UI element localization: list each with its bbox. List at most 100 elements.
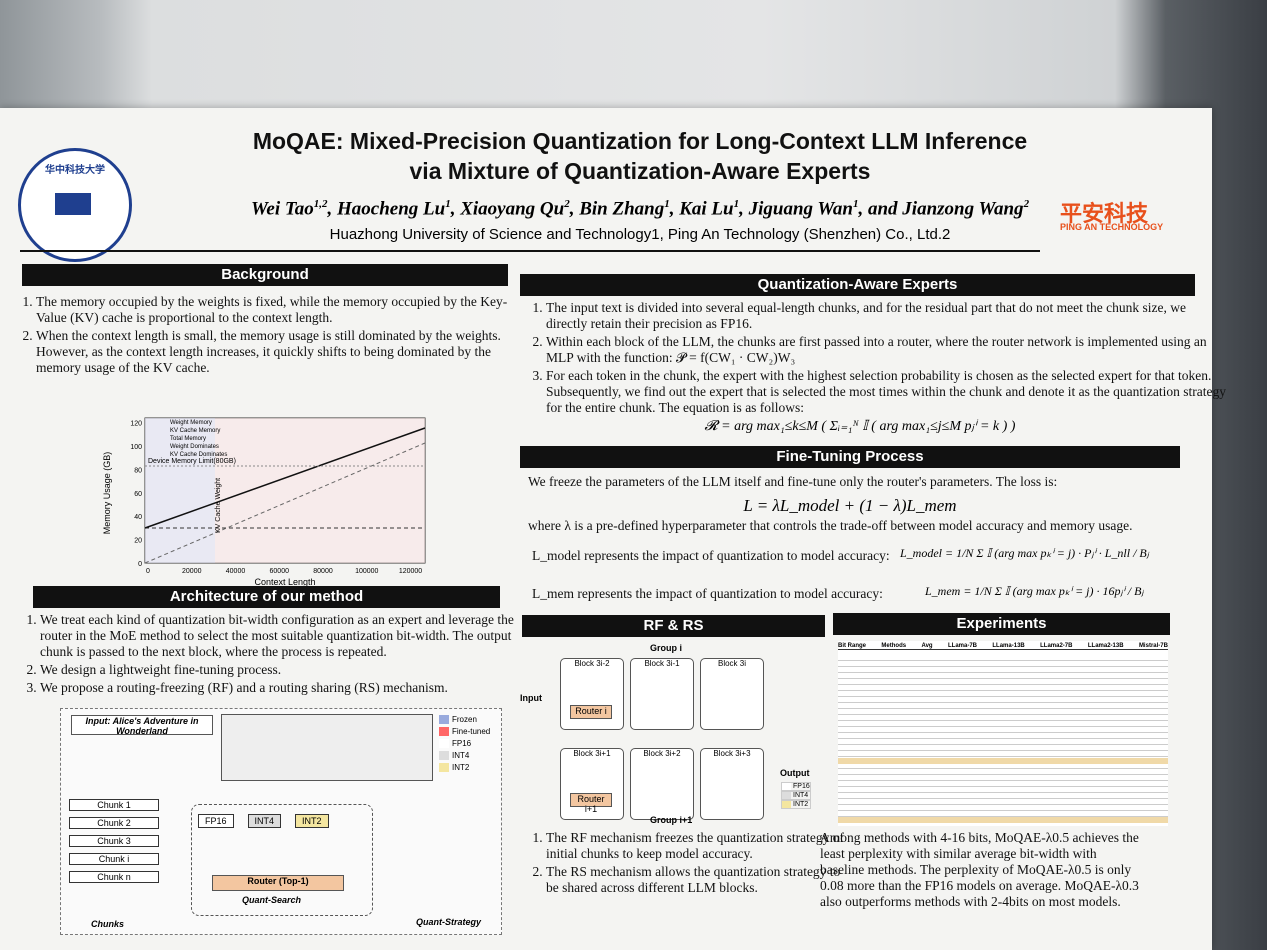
list-item: The input text is divided into several e… [546,300,1226,332]
list-item: We treat each kind of quantization bit-w… [40,612,540,660]
list-item: We design a lightweight fine-tuning proc… [40,662,540,678]
weight-dominates-region [145,418,215,563]
chunk-box: Chunk 2 [69,817,159,829]
x-tick-label: 100000 [355,568,378,575]
architecture-list: We treat each kind of quantization bit-w… [14,612,540,698]
column-header: Methods [881,643,907,649]
legend-entry: KV Cache Dominates [170,452,227,458]
author-sup: 1 [852,198,859,210]
company-logo-sub: PING AN TECHNOLOGY [1060,222,1164,232]
chunk-box: Chunk 3 [69,835,159,847]
university-logo: 华中科技大学 [18,148,132,262]
memory-chart: Device Memory Limit(80GB) KV Cache Weigh… [102,417,426,587]
block-label: Block 3i-2 [574,659,610,668]
precision-row: FP16 INT4 INT2 [198,811,368,829]
router-box: Router i [570,705,612,719]
x-tick-label: 40000 [226,568,246,575]
affiliation: Huazhong University of Science and Techn… [329,226,951,243]
total-memory-line [144,427,426,529]
block-label: Block 3i+1 [573,749,611,758]
highlight-row [838,758,1168,764]
paragraph: We freeze the parameters of the LLM itse… [528,474,1058,489]
author-sup: 2 [564,198,570,210]
logo-text: 华中科技大学 [45,165,105,176]
ticks: 0 20 40 60 80 100 120 0 20000 40000 60000 80000 1000… [130,421,422,575]
section-heading: Architecture of our method [33,586,500,608]
legend-entry: FP16 [781,782,811,791]
y-tick-label: 120 [130,421,142,428]
chunk-box: Chunk 1 [69,799,159,811]
section-heading: RF & RS [522,615,825,637]
group-label: Group i [650,643,682,653]
title-line: via Mixture of Quantization-Aware Expert… [409,158,871,184]
highlight-row [838,817,1168,823]
equation: L_mem = 1/N Σ 𝕀 (arg max pₖⁱ = j) · 16pⱼ… [925,584,1144,598]
author: Haocheng Lu [337,198,446,220]
author-sup: 2 [1023,198,1030,210]
results-table: Bit Range Methods Avg LLama-7B LLama-13B LLam… [838,641,1168,826]
author: Wei Tao [250,198,314,220]
block-box: Block 3i+2 [630,748,694,820]
column-header: Avg [921,643,933,649]
paragraph: where λ is a pre-defined hyperparameter … [528,518,1133,533]
rfrs-diagram: Group i Input Output Block 3i-2 Block 3i-… [520,643,820,828]
legend-entry: Total Memory [170,436,206,442]
y-tick-label: 100 [130,444,142,451]
legend-entry: Fine-tuned [439,727,499,736]
legend-entry: FP16 [439,739,499,748]
author: Kai Lu [679,198,734,220]
y-tick-label: 40 [134,514,142,521]
legend-entry: INT2 [439,763,499,772]
author: Jiguang Wan [748,198,853,220]
rfrs-list: The RF mechanism freezes the quantizatio… [520,830,846,898]
block-box: Block 3i-2 [560,658,624,730]
column-header: LLama-7B [947,643,977,649]
title-line: MoQAE: Mixed-Precision Quantization for … [252,128,1028,154]
limit-label: Device Memory Limit(80GB) [148,458,236,465]
paragraph: Among methods with 4-16 bits, MoQAE-λ0.5… [820,830,1139,909]
x-tick-label: 120000 [399,568,422,575]
paragraph: L_model represents the impact of quantiz… [532,548,890,563]
qae-list: The input text is divided into several e… [520,300,1226,418]
author-sup: 1 [733,198,740,210]
list-item: For each token in the chunk, the expert … [546,368,1226,416]
x-tick-label: 20000 [182,568,202,575]
y-tick-label: 20 [134,538,142,545]
x-tick-label: 80000 [313,568,333,575]
caption: Quant-Strategy [416,917,482,927]
paragraph: L_mem represents the impact of quantizat… [532,586,883,601]
section-heading: Background [22,264,508,286]
precision-box: FP16 [198,814,234,828]
poster: 华中科技大学 MoQAE: Mixed-Precision Quantizati… [0,108,1226,950]
region-label: KV Cache Weight [215,478,222,533]
author-sup: 1 [664,198,670,210]
quant-search-box: FP16 INT4 INT2 Router (Top-1) Quant-Search [191,804,373,916]
column-header: LLama2-7B [1040,643,1073,649]
block-label: Block 3i+2 [643,749,681,758]
background-list: The memory occupied by the weights is fi… [10,294,534,378]
section-heading: Fine-Tuning Process [520,446,1180,468]
author: and Jianzong Wang [867,198,1024,220]
y-tick-label: 0 [138,561,142,568]
chunk-column: Chunk 1 Chunk 2 Chunk 3 Chunk i Chunk n [69,799,159,889]
kv-memory-line [144,442,426,564]
block-label: Block 3i [717,659,746,668]
input-box: Input: Alice's Adventure in Wonderland [71,715,213,736]
caption: Chunks [91,919,125,929]
author: Xiaoyang Qu [460,198,565,220]
block-box: Block 3i [700,658,764,730]
header-rule [20,250,1040,252]
legend-entry: Weight Dominates [170,444,219,450]
list-item: Within each block of the LLM, the chunks… [546,334,1226,366]
x-axis-label: Context Length [254,577,315,587]
author-sup: 1,2 [313,198,328,210]
section-heading: Quantization-Aware Experts [520,274,1195,296]
legend-entry: INT4 [439,751,499,760]
legend-entry: Weight Memory [170,420,212,426]
legend: FP16 INT4 INT2 [781,782,811,810]
list-item: The memory occupied by the weights is fi… [36,294,534,326]
author-sup: 1 [445,198,451,210]
y-tick-label: 80 [134,467,142,474]
equation: L_model = 1/N Σ 𝕀 (arg max pₖⁱ = j) · Pⱼ… [900,546,1149,560]
